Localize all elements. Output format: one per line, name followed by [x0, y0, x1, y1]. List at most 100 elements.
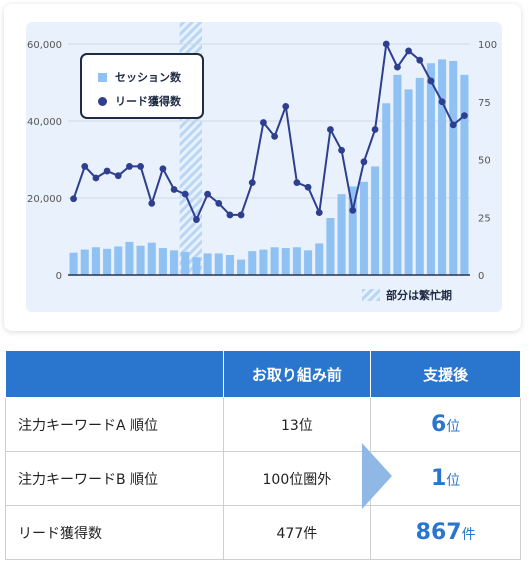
- lead-point: [92, 174, 100, 182]
- lead-point: [360, 158, 368, 166]
- session-bar: [415, 77, 424, 275]
- lead-point: [193, 216, 200, 223]
- after-cell: 6位: [370, 397, 521, 452]
- session-bar: [382, 103, 391, 275]
- session-bar: [181, 251, 190, 275]
- y-right-tick-label: 0: [478, 271, 484, 282]
- lead-point: [204, 190, 211, 198]
- lead-point: [449, 121, 457, 129]
- line-marker-icon: [98, 97, 107, 106]
- session-bar: [147, 242, 156, 275]
- session-bar: [326, 218, 335, 275]
- session-bar: [80, 249, 89, 275]
- lead-point: [215, 199, 223, 207]
- session-bar: [281, 248, 290, 275]
- after-unit: 位: [446, 473, 461, 489]
- after-unit: 位: [446, 419, 461, 435]
- session-bar: [315, 243, 324, 275]
- session-bar: [248, 251, 257, 275]
- lead-point: [394, 63, 401, 71]
- session-bar: [103, 248, 112, 275]
- session-bar: [114, 246, 123, 275]
- session-bar: [237, 259, 246, 275]
- before-value: 100位圏外: [222, 451, 372, 506]
- lead-point: [237, 211, 245, 219]
- lead-point: [170, 186, 178, 193]
- lead-point: [181, 190, 189, 198]
- lead-point: [293, 179, 301, 187]
- lead-point: [81, 163, 89, 170]
- session-bar: [91, 247, 100, 275]
- y-right-tick-label: 50: [478, 156, 491, 167]
- session-bar: [292, 247, 301, 275]
- lead-point: [226, 211, 234, 219]
- session-bar: [259, 249, 268, 275]
- session-bar: [225, 254, 234, 275]
- after-unit: 件: [461, 527, 476, 543]
- arrow-right-icon: [362, 443, 392, 509]
- comparison-table: お取り組み前 支援後 注力キーワードA 順位 13位 6位 注力キーワードB 順…: [5, 350, 521, 560]
- y-right-tick-label: 25: [478, 213, 491, 224]
- lead-point: [282, 102, 290, 110]
- lead-point: [271, 133, 278, 140]
- lead-point: [338, 146, 345, 154]
- session-bar: [170, 250, 179, 275]
- header-before: お取り組み前: [222, 350, 372, 398]
- after-value: 6: [430, 412, 447, 437]
- y-right-tick-label: 100: [478, 40, 497, 51]
- session-bar: [371, 166, 380, 275]
- table-row: 注力キーワードB 順位 100位圏外 1位: [5, 451, 521, 506]
- after-cell: 1位: [370, 451, 521, 506]
- bar-swatch-icon: [98, 73, 107, 82]
- session-bar: [449, 60, 458, 275]
- session-bar: [125, 241, 134, 275]
- session-bar: [359, 181, 368, 275]
- after-cell: 867件: [370, 505, 521, 560]
- y-left-tick-label: 60,000: [27, 40, 62, 51]
- lead-point: [438, 98, 446, 106]
- before-value: 477件: [222, 505, 372, 560]
- session-bar: [203, 253, 212, 275]
- header-empty: [5, 350, 224, 398]
- y-left-tick-label: 40,000: [27, 117, 62, 128]
- lead-point: [114, 172, 122, 180]
- busy-period-label: 部分は繁忙期: [386, 289, 452, 302]
- session-bar: [460, 74, 469, 275]
- session-bar: [426, 63, 435, 275]
- y-right-tick-label: 75: [478, 98, 491, 109]
- table-row: リード獲得数 477件 867件: [5, 505, 521, 560]
- table-header-row: お取り組み前 支援後: [5, 350, 521, 398]
- y-left-tick-label: 20,000: [27, 194, 62, 205]
- lead-point: [304, 183, 312, 191]
- lead-point: [327, 126, 334, 133]
- session-bar: [337, 194, 346, 275]
- lead-point: [159, 165, 167, 173]
- session-bar: [404, 89, 413, 276]
- session-bar: [136, 245, 145, 275]
- lead-point: [349, 206, 357, 214]
- lead-point: [461, 112, 468, 120]
- lead-point: [126, 163, 133, 170]
- after-value: 867: [415, 520, 462, 545]
- session-bar: [158, 248, 167, 275]
- lead-point: [382, 40, 390, 48]
- legend-label-sessions: セッション数: [115, 71, 181, 84]
- session-bar: [304, 250, 313, 275]
- session-bar: [348, 186, 357, 275]
- row-label: 注力キーワードB 順位: [5, 451, 224, 506]
- lead-point: [405, 47, 412, 55]
- lead-point: [248, 179, 256, 187]
- session-bar: [69, 252, 78, 275]
- y-left-tick-label: 0: [56, 271, 62, 282]
- legend-item-leads: リード獲得数: [98, 93, 181, 109]
- lead-point: [137, 163, 144, 170]
- lead-point: [427, 77, 435, 85]
- lead-point: [416, 56, 424, 64]
- table-row: 注力キーワードA 順位 13位 6位: [5, 397, 521, 452]
- lead-point: [103, 167, 111, 175]
- before-value: 13位: [222, 397, 372, 452]
- session-bar: [214, 253, 223, 275]
- row-label: 注力キーワードA 順位: [5, 397, 224, 452]
- session-bar: [438, 59, 447, 276]
- session-bar: [192, 257, 201, 275]
